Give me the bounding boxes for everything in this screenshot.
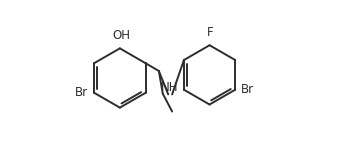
Text: Br: Br: [75, 86, 88, 99]
Text: F: F: [207, 26, 214, 39]
Text: NH: NH: [161, 81, 178, 94]
Text: Br: Br: [241, 83, 254, 96]
Text: OH: OH: [113, 29, 130, 42]
